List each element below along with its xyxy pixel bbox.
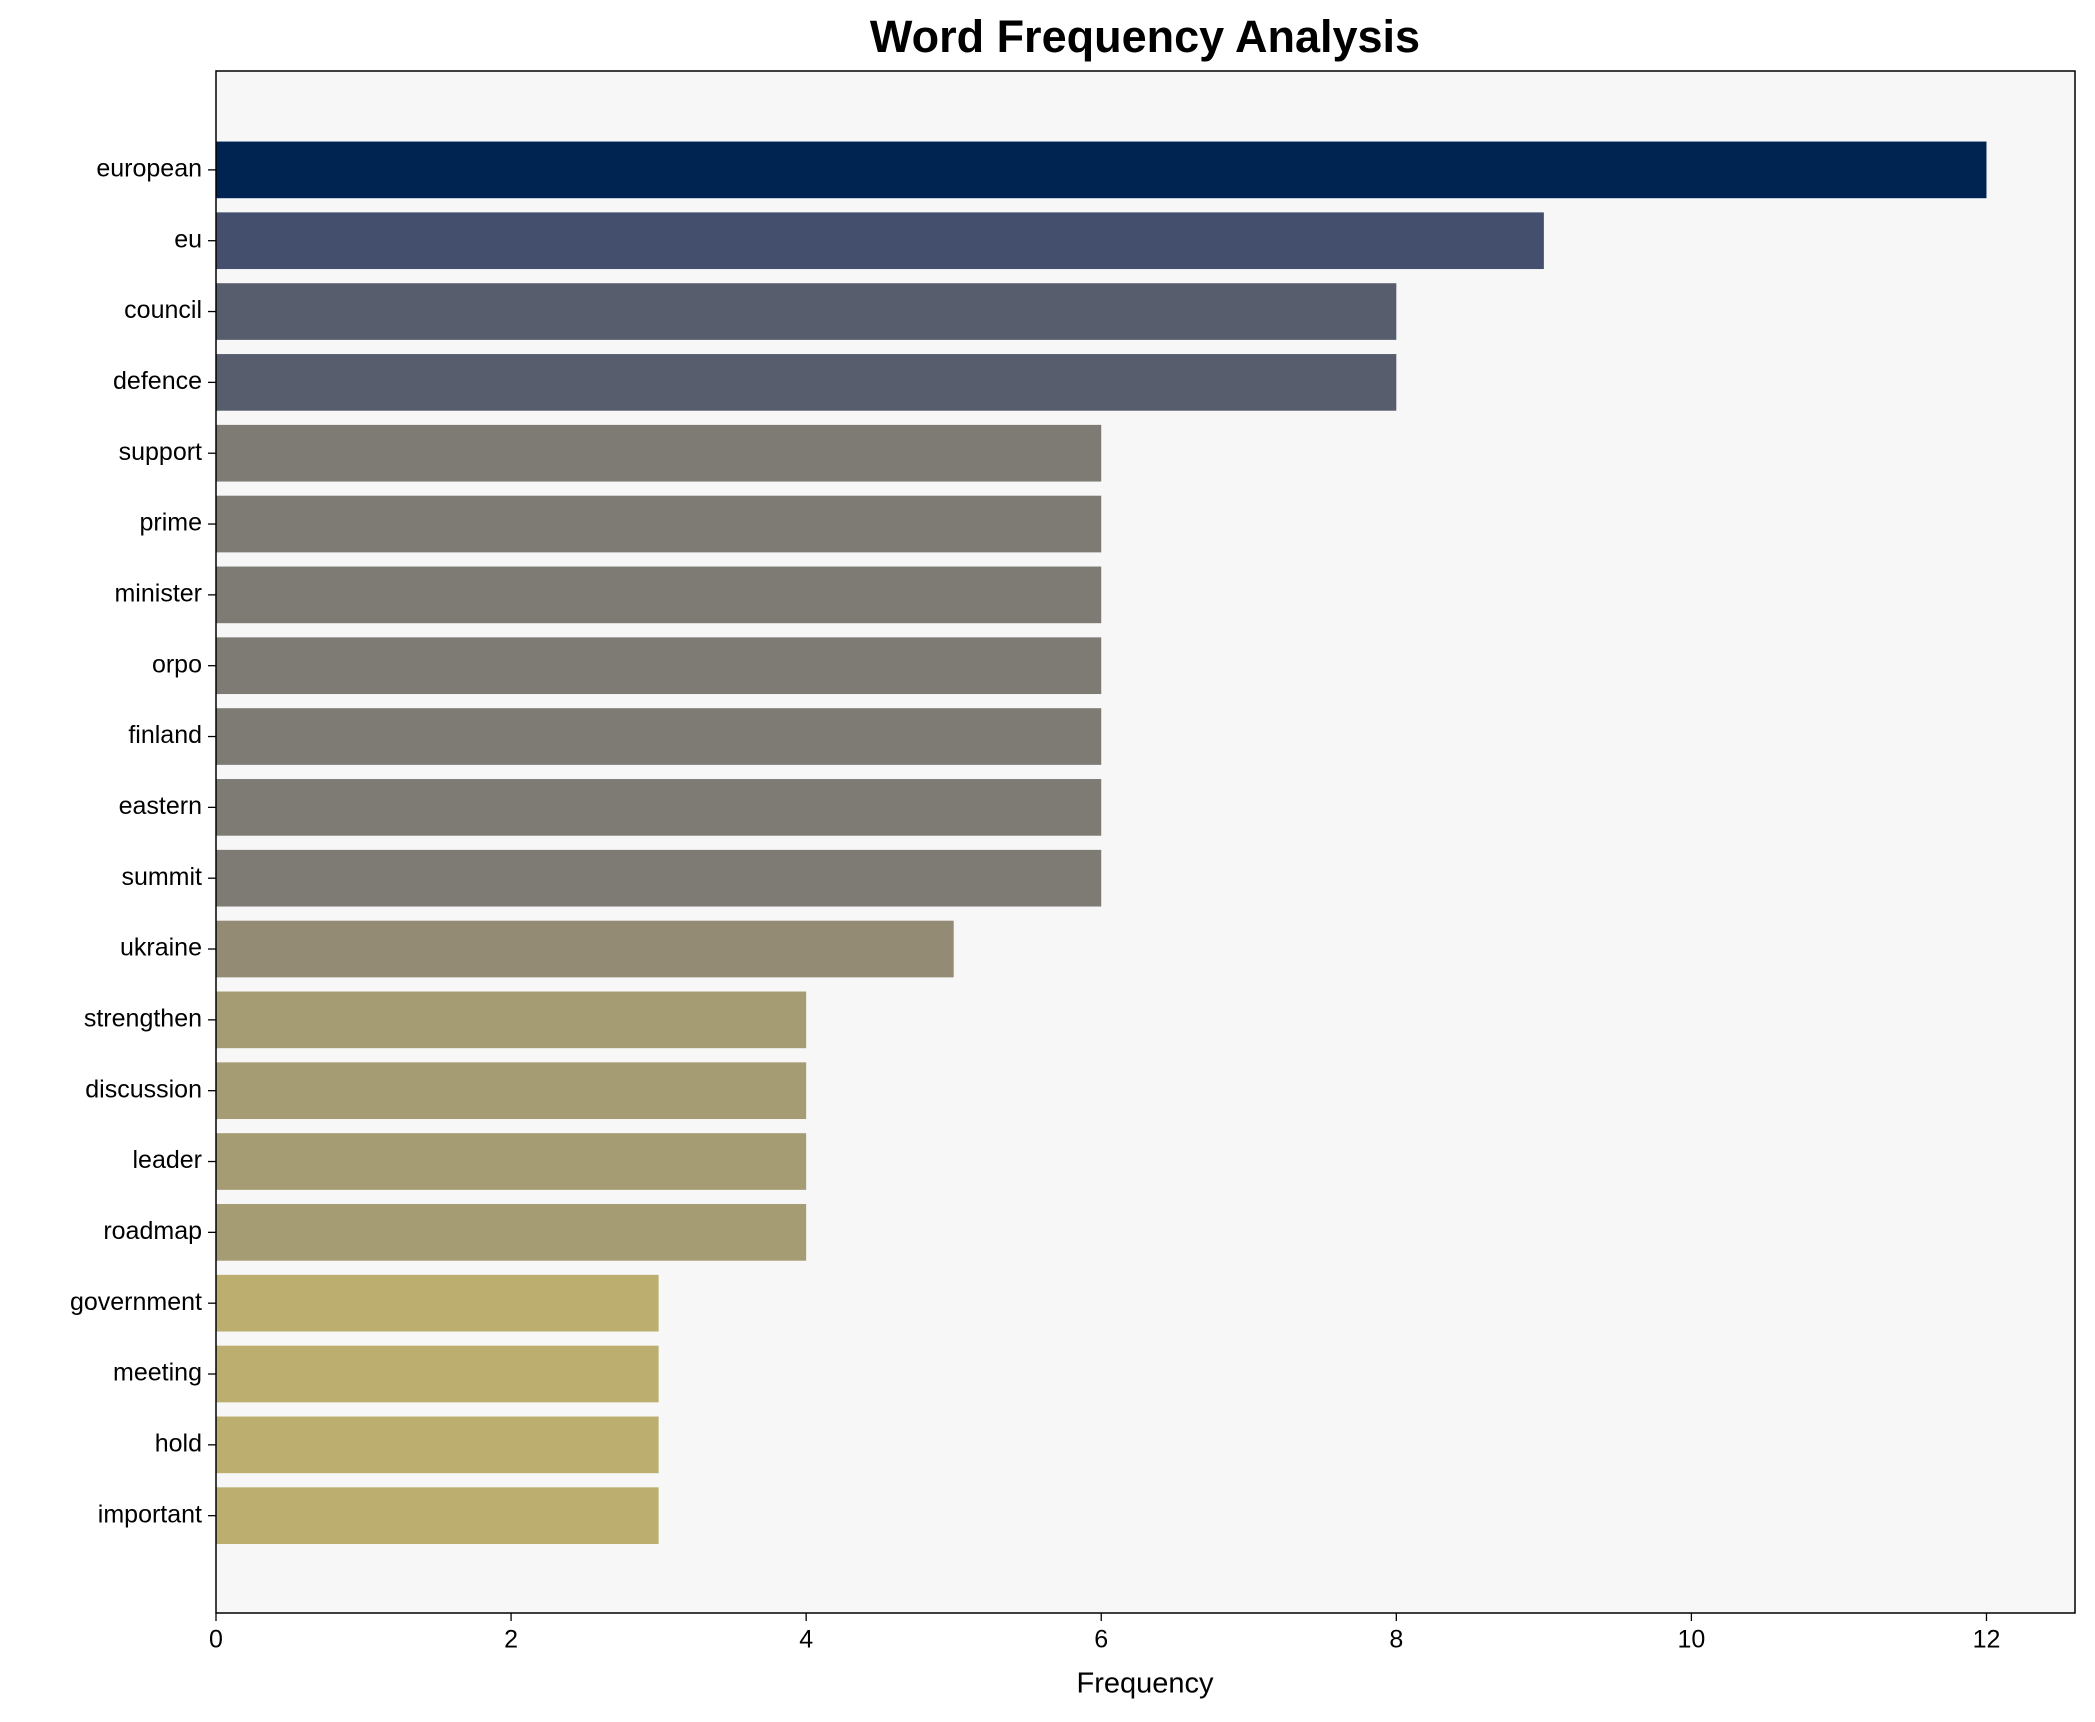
- x-tick-label: 12: [1973, 1626, 2001, 1654]
- bar: [216, 212, 1544, 270]
- y-tick-label: roadmap: [103, 1217, 202, 1245]
- chart-title: Word Frequency Analysis: [870, 11, 1420, 62]
- bar: [216, 354, 1397, 411]
- bar: [216, 1274, 659, 1332]
- y-tick-label: summit: [121, 863, 202, 891]
- y-tick-label: hold: [155, 1429, 202, 1457]
- bar: [216, 991, 807, 1049]
- y-tick-label: ukraine: [120, 934, 202, 962]
- x-tick-label: 6: [1094, 1626, 1108, 1654]
- plot-frame: [215, 70, 2076, 1614]
- bar: [216, 1416, 659, 1474]
- y-tick-label: support: [119, 438, 202, 466]
- y-tick-label: defence: [113, 367, 202, 395]
- x-tick-label: 10: [1677, 1626, 1705, 1654]
- bar: [216, 1062, 807, 1120]
- y-tick-label: strengthen: [84, 1004, 202, 1032]
- bar: [216, 1133, 807, 1190]
- bar: [216, 141, 1987, 199]
- bar: [216, 849, 1102, 907]
- bar: [216, 424, 1102, 482]
- y-tick-label: important: [98, 1500, 202, 1528]
- y-tick-label: council: [124, 296, 202, 324]
- bar: [216, 283, 1397, 340]
- bar: [216, 708, 1102, 765]
- bar: [216, 495, 1102, 553]
- bar: [216, 566, 1102, 624]
- bar: [216, 920, 954, 978]
- bar: [216, 779, 1102, 836]
- bar: [216, 1487, 659, 1545]
- y-tick-label: prime: [139, 509, 202, 537]
- bar: [216, 1204, 807, 1261]
- y-tick-label: orpo: [152, 650, 202, 678]
- y-tick-label: eu: [174, 225, 202, 253]
- x-tick-label: 2: [504, 1626, 518, 1654]
- x-axis-label: Frequency: [1076, 1668, 1214, 1700]
- y-tick-label: eastern: [119, 792, 202, 820]
- x-tick-label: 0: [209, 1626, 223, 1654]
- y-tick-label: meeting: [113, 1359, 202, 1387]
- x-tick-label: 8: [1389, 1626, 1403, 1654]
- bar: [216, 637, 1102, 695]
- x-tick-label: 4: [799, 1626, 813, 1654]
- y-tick-label: minister: [114, 579, 202, 607]
- bar: [216, 1345, 659, 1403]
- y-tick-label: finland: [128, 721, 202, 749]
- y-tick-label: leader: [133, 1146, 203, 1174]
- y-tick-label: european: [96, 154, 202, 182]
- y-tick-label: government: [70, 1288, 202, 1316]
- y-tick-label: discussion: [85, 1075, 202, 1103]
